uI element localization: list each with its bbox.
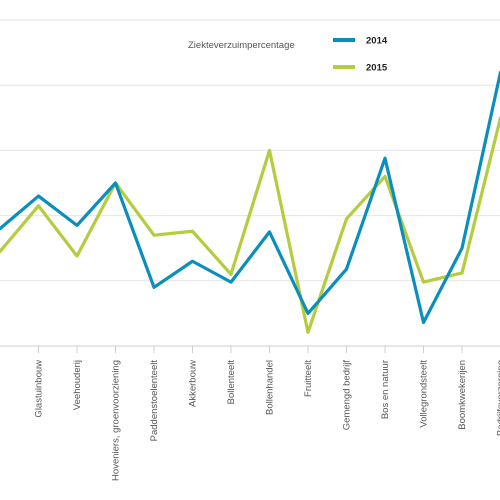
legend-label-2014: 2014 xyxy=(366,36,388,47)
x-tick-label: Glastuinbouw xyxy=(34,360,45,418)
series-lines xyxy=(0,70,500,334)
x-tick-label: Vollegrondsteelt xyxy=(419,360,430,428)
x-tick-label: Bollenhandel xyxy=(265,360,276,415)
x-tick-label: Bos en natuur xyxy=(380,360,391,419)
x-axis-labels: Glastuinbouw Veehouderij Hoveniers, groenv… xyxy=(34,360,500,481)
chart-title: Ziekteverzuimpercentage xyxy=(188,40,295,51)
x-tick-label: Veehouderij xyxy=(72,360,83,410)
x-tick-label: Gemengd bedrijf xyxy=(342,360,353,431)
x-tick-label: Bollenteelt xyxy=(226,360,237,405)
series-line-2014 xyxy=(0,70,500,325)
x-tick-label: Hoveniers, groenvoorziening xyxy=(111,360,122,481)
x-tick-label: Fruitteelt xyxy=(303,360,314,397)
legend-label-2015: 2015 xyxy=(366,63,388,74)
gridlines xyxy=(0,19,500,347)
x-tick-label: Akkerbouw xyxy=(188,360,199,407)
x-tick-label: Bedrijfsverzorging xyxy=(496,360,500,436)
x-tick-label: Boomkwekerijen xyxy=(457,360,468,430)
x-axis-ticks xyxy=(38,346,463,353)
legend: 2014 2015 xyxy=(333,36,388,74)
x-tick-label: Paddenstoelenteelt xyxy=(149,360,160,442)
